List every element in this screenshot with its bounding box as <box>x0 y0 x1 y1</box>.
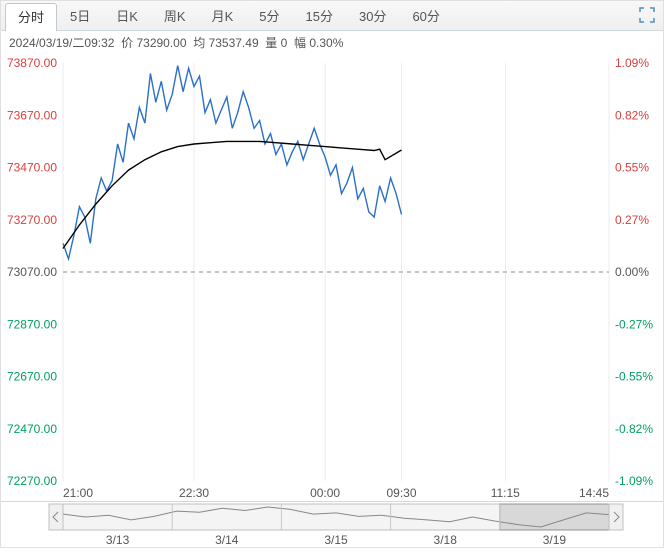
tab-5min[interactable]: 5分 <box>246 2 292 30</box>
quote-info-bar: 2024/03/19/二09:32 价 73290.00 均 73537.49 … <box>1 31 663 55</box>
info-avg-label: 均 <box>193 36 205 50</box>
price-chart[interactable]: 73870.00 73670.00 73470.00 73270.00 73070.00… <box>1 55 663 501</box>
tab-60min[interactable]: 60分 <box>399 2 452 30</box>
svg-text:3/18: 3/18 <box>434 533 458 547</box>
tab-15min[interactable]: 15分 <box>293 2 346 30</box>
svg-text:73470.00: 73470.00 <box>7 161 57 175</box>
svg-text:22:30: 22:30 <box>179 486 209 500</box>
info-price-label: 价 <box>121 36 133 50</box>
svg-text:72670.00: 72670.00 <box>7 370 57 384</box>
svg-text:-0.82%: -0.82% <box>615 422 653 436</box>
svg-text:-0.55%: -0.55% <box>615 370 653 384</box>
svg-text:73870.00: 73870.00 <box>7 56 57 70</box>
svg-text:72270.00: 72270.00 <box>7 474 57 488</box>
info-pct: 0.30% <box>309 36 343 50</box>
svg-text:73670.00: 73670.00 <box>7 108 57 122</box>
svg-text:1.09%: 1.09% <box>615 56 649 70</box>
svg-text:0.82%: 0.82% <box>615 108 649 122</box>
tab-30min[interactable]: 30分 <box>346 2 399 30</box>
svg-text:0.55%: 0.55% <box>615 161 649 175</box>
info-price: 73290.00 <box>136 36 186 50</box>
info-pct-label: 幅 <box>294 36 306 50</box>
info-avg: 73537.49 <box>209 36 259 50</box>
svg-text:72870.00: 72870.00 <box>7 317 57 331</box>
svg-text:21:00: 21:00 <box>63 486 93 500</box>
timeframe-tabs: 分时 5日 日K 周K 月K 5分 15分 30分 60分 <box>1 1 663 31</box>
svg-text:09:30: 09:30 <box>387 486 417 500</box>
info-datetime: 2024/03/19/二09:32 <box>9 36 114 50</box>
tab-intraday[interactable]: 分时 <box>5 3 57 31</box>
svg-text:-0.27%: -0.27% <box>615 317 653 331</box>
svg-text:00:00: 00:00 <box>310 486 340 500</box>
svg-text:73270.00: 73270.00 <box>7 213 57 227</box>
expand-icon[interactable] <box>639 7 655 28</box>
svg-text:3/14: 3/14 <box>215 533 239 547</box>
svg-text:0.00%: 0.00% <box>615 265 649 279</box>
svg-text:3/15: 3/15 <box>324 533 348 547</box>
info-vol-label: 量 <box>265 36 277 50</box>
tab-monthly[interactable]: 月K <box>199 2 247 30</box>
svg-text:72470.00: 72470.00 <box>7 422 57 436</box>
svg-text:3/13: 3/13 <box>106 533 130 547</box>
svg-text:-1.09%: -1.09% <box>615 474 653 488</box>
info-vol: 0 <box>281 36 288 50</box>
tab-daily[interactable]: 日K <box>103 2 151 30</box>
tab-weekly[interactable]: 周K <box>151 2 199 30</box>
svg-text:3/19: 3/19 <box>543 533 567 547</box>
chart-svg: 73870.00 73670.00 73470.00 73270.00 73070.00… <box>1 55 663 501</box>
chart-container: 分时 5日 日K 周K 月K 5分 15分 30分 60分 2024/03/19… <box>0 0 664 548</box>
svg-text:73070.00: 73070.00 <box>7 265 57 279</box>
svg-text:0.27%: 0.27% <box>615 213 649 227</box>
svg-text:11:15: 11:15 <box>491 486 520 500</box>
svg-text:14:45: 14:45 <box>579 486 609 500</box>
navigator-svg: 3/13 3/14 3/15 3/18 3/19 <box>1 502 664 548</box>
tab-5day[interactable]: 5日 <box>57 2 103 30</box>
date-navigator[interactable]: 3/13 3/14 3/15 3/18 3/19 <box>1 501 663 547</box>
